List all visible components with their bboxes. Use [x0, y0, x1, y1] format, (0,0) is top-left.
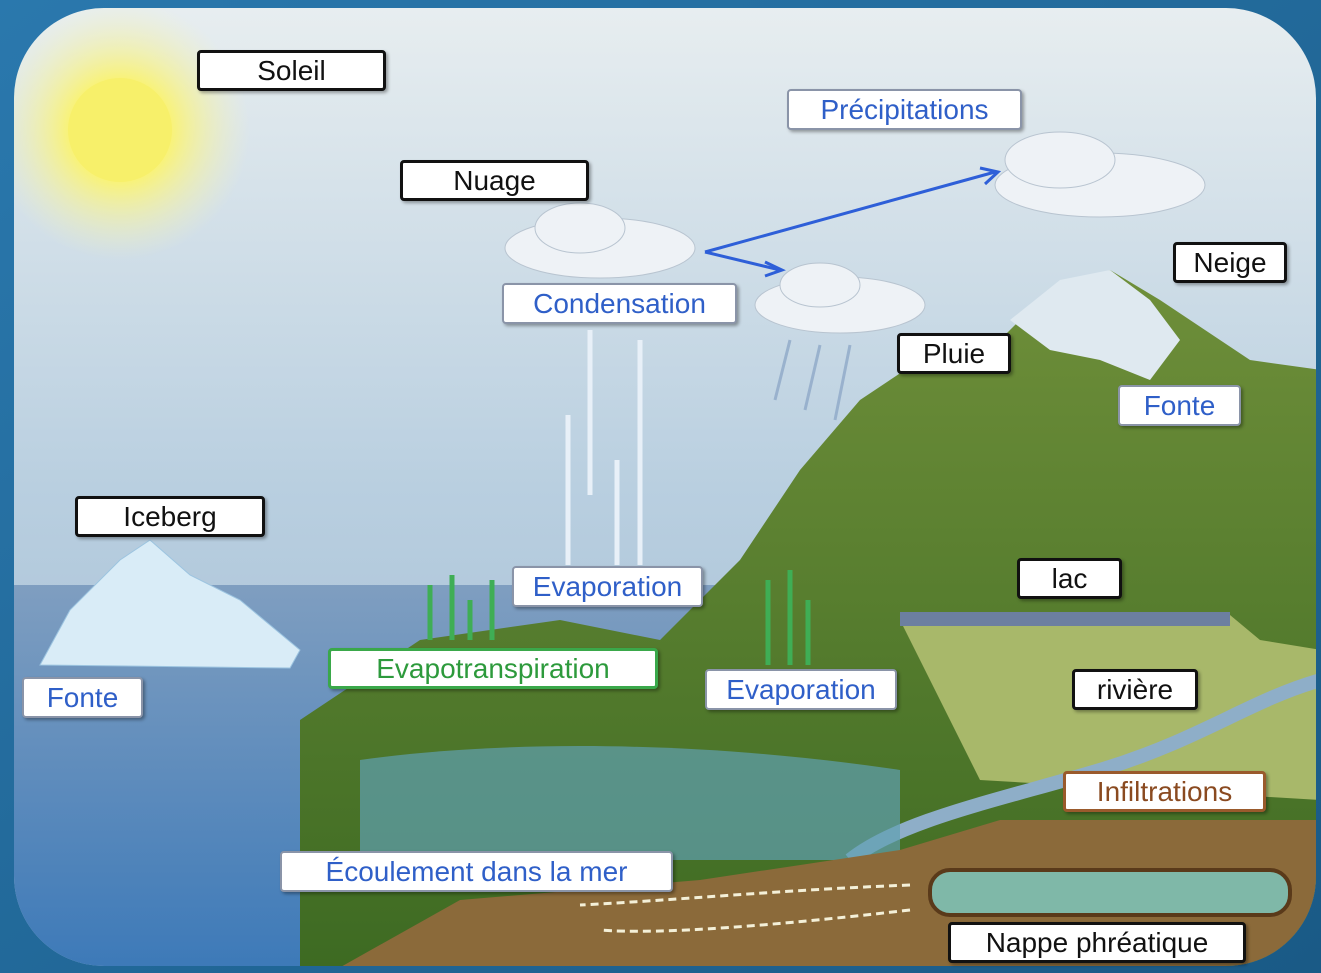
label: Condensation [502, 283, 737, 324]
label: Fonte [1118, 385, 1241, 426]
label: Écoulement dans la mer [280, 851, 673, 892]
label: Evaporation [705, 669, 897, 710]
label: Nuage [400, 160, 589, 201]
illustration [0, 0, 1321, 973]
scene [0, 0, 1321, 973]
label: Fonte [22, 677, 143, 718]
label: Infiltrations [1063, 771, 1266, 812]
label: lac [1017, 558, 1122, 599]
page: {"labels": [ {"text": "Soleil"}, {"text"… [0, 0, 1321, 973]
label: Pluie [897, 333, 1011, 374]
label: Nappe phréatique [948, 922, 1246, 963]
label: Précipitations [787, 89, 1022, 130]
label: Evapotranspiration [328, 648, 658, 689]
label: Evaporation [512, 566, 703, 607]
label: Neige [1173, 242, 1287, 283]
label: Soleil [197, 50, 386, 91]
label: rivière [1072, 669, 1198, 710]
label: Iceberg [75, 496, 265, 537]
